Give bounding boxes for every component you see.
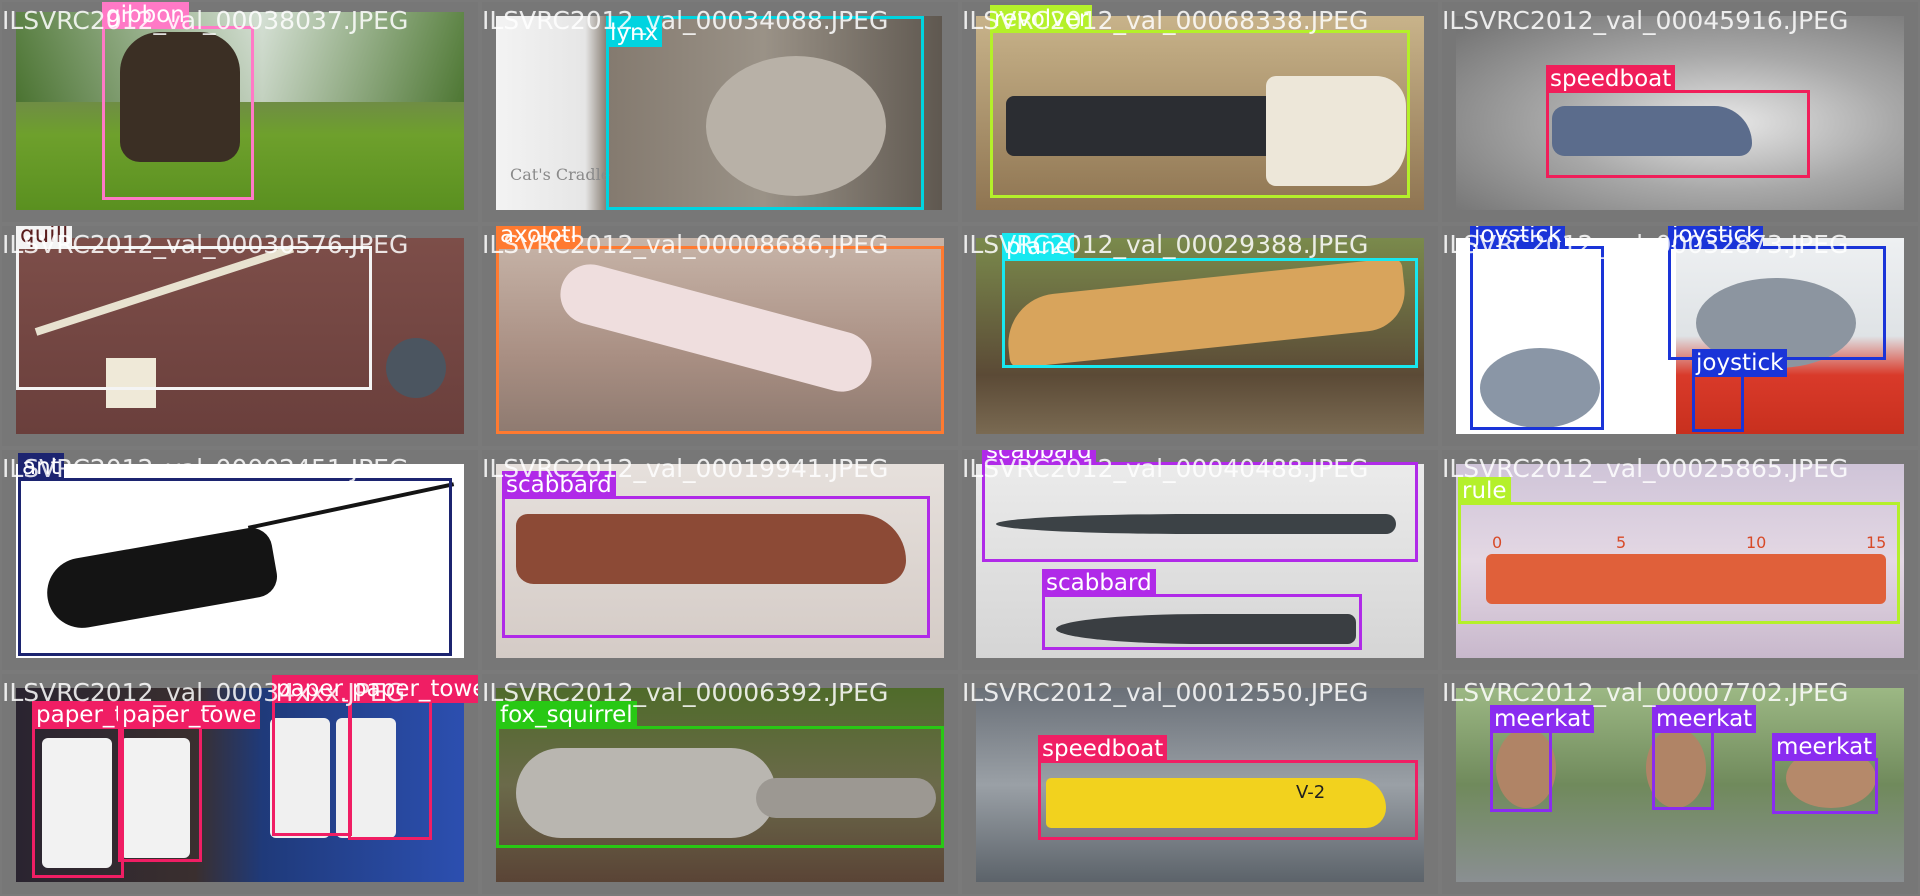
class-label: quill [16,226,73,249]
bounding-box: meerkat [1772,733,1878,814]
image-filename: ILSVRC2012_val_00030576.JPEG [2,230,409,259]
bounding-box: axolotl [496,226,944,434]
photo: 0 5 10 15 [1456,464,1904,658]
image-tile: scabbard ILSVRC2012_val_00019941.JPEG [482,450,958,670]
bounding-box: paper_towel [272,675,421,836]
bounding-box: joystick [1668,226,1886,360]
image-filename: ILSVRC2012_val_00038037.JPEG [2,6,409,35]
bounding-box: meerkat [1490,705,1595,812]
class-label: paper_towe [118,701,261,729]
bounding-box: scabbard [982,450,1418,562]
photo [496,238,944,434]
class-label: joystick [1470,226,1566,249]
ruler-tick-label: 5 [1616,533,1627,552]
bounding-box: fox_squirrel [496,701,944,848]
bounding-box: ant [18,453,452,656]
class-label: scabbard [1042,569,1156,597]
bounding-box: joystick [1470,226,1604,430]
image-tile: 0 5 10 15 rule ILSVRC2012_val_00025865.J… [1442,450,1918,670]
bounding-box: meerkat [1652,705,1757,810]
image-tile: joystick joystick joystick ILSVRC2012_va… [1442,226,1918,446]
bounding-box: revolver [990,5,1410,198]
ruler-tick-label: 15 [1866,533,1887,552]
image-filename: ILSVRC2012_val_00006392.JPEG [482,678,889,707]
ruler-tick-label: 10 [1746,533,1767,552]
image-filename: ILSVRC2012_val_00032873.JPEG [1442,230,1849,259]
image-tile: revolver ILSVRC2012_val_00068338.JPEG [962,2,1438,222]
class-label: scabbard [982,450,1096,465]
image-tile: fox_squirrel ILSVRC2012_val_00006392.JPE… [482,674,958,894]
class-label: meerkat [1490,705,1595,733]
image-tile: V-2 speedboat ILSVRC2012_val_00012550.JP… [962,674,1438,894]
bounding-box: rule [1458,477,1900,624]
bounding-box: scabbard [502,471,930,638]
class-label: speedboat [1038,735,1168,763]
image-filename: ILSVRC2012_val_00025865.JPEG [1442,454,1849,483]
photo [16,12,464,210]
photo [16,688,464,882]
photo [976,238,1424,434]
image-filename: ILSVRC2012_val_00068338.JPEG [962,6,1369,35]
class-label: joystick [1692,349,1788,377]
class-label: paper_towel [348,675,478,703]
class-label: meerkat [1772,733,1877,761]
class-label: ant [18,453,64,481]
photo [1456,238,1904,434]
image-tile: gibbon ILSVRC2012_val_00038037.JPEG [2,2,478,222]
photo [16,464,464,658]
image-filename: ILSVRC2012_val_00029388.JPEG [962,230,1369,259]
image-filename: ILSVRC2012_val_00034xxx.JPEG [2,678,406,707]
class-label: axolotl [496,226,581,249]
class-label: scabbard [502,471,616,499]
bounding-box: plane [1002,233,1418,368]
image-tile: meerkat meerkat meerkat ILSVRC2012_val_0… [1442,674,1918,894]
class-label: speedboat [1546,65,1676,93]
class-label: lynx [606,19,663,47]
photo [16,238,464,434]
photo: Cat's Cradle [496,16,942,210]
bounding-box: speedboat [1546,65,1810,178]
boat-number: V-2 [1296,782,1326,803]
class-label: plane [1002,233,1074,261]
bounding-box: gibbon [102,2,254,200]
class-label: meerkat [1652,705,1757,733]
class-label: gibbon [102,2,189,29]
ruler-tick-label: 0 [1492,533,1503,552]
image-tile: Cat's Cradle lynx ILSVRC2012_val_0003408… [482,2,958,222]
photo [976,16,1424,210]
watermark-text: Cat's Cradle [510,165,611,184]
bounding-box: paper_towel [348,675,478,840]
image-filename: ILSVRC2012_val_00034088.JPEG [482,6,889,35]
image-tile: ant ILSVRC2012_val_00002451.JPEG [2,450,478,670]
image-filename: ILSVRC2012_val_00040488.JPEG [962,454,1369,483]
image-tile: axolotl ILSVRC2012_val_00008686.JPEG [482,226,958,446]
image-tile: plane ILSVRC2012_val_00029388.JPEG [962,226,1438,446]
bounding-box: speedboat [1038,735,1418,840]
image-filename: ILSVRC2012_val_00012550.JPEG [962,678,1369,707]
bounding-box: lynx [606,16,924,210]
bounding-box: scabbard [1042,569,1362,650]
bounding-box: joystick [1692,349,1788,432]
image-filename: ILSVRC2012_val_00008686.JPEG [482,230,889,259]
class-label: fox_squirrel [496,701,637,729]
image-tile: quill ILSVRC2012_val_00030576.JPEG [2,226,478,446]
class-label: rule [1458,477,1511,505]
image-filename: ILSVRC2012_val_00019941.JPEG [482,454,889,483]
bounding-box: paper_towe [32,701,175,878]
image-tile: scabbard scabbard ILSVRC2012_val_0004048… [962,450,1438,670]
bounding-box: paper_towe [118,701,261,862]
class-label: revolver [990,5,1093,33]
bounding-box: quill [16,226,372,390]
image-filename: ILSVRC2012_val_00007702.JPEG [1442,678,1849,707]
image-filename: ILSVRC2012_val_00045916.JPEG [1442,6,1849,35]
class-label: joystick [1668,226,1764,249]
image-tile: paper_towe paper_towe paper_towel paper_… [2,674,478,894]
image-tile: speedboat ILSVRC2012_val_00045916.JPEG [1442,2,1918,222]
image-filename: ILSVRC2012_val_00002451.JPEG [2,454,409,483]
photo: V-2 [976,688,1424,882]
